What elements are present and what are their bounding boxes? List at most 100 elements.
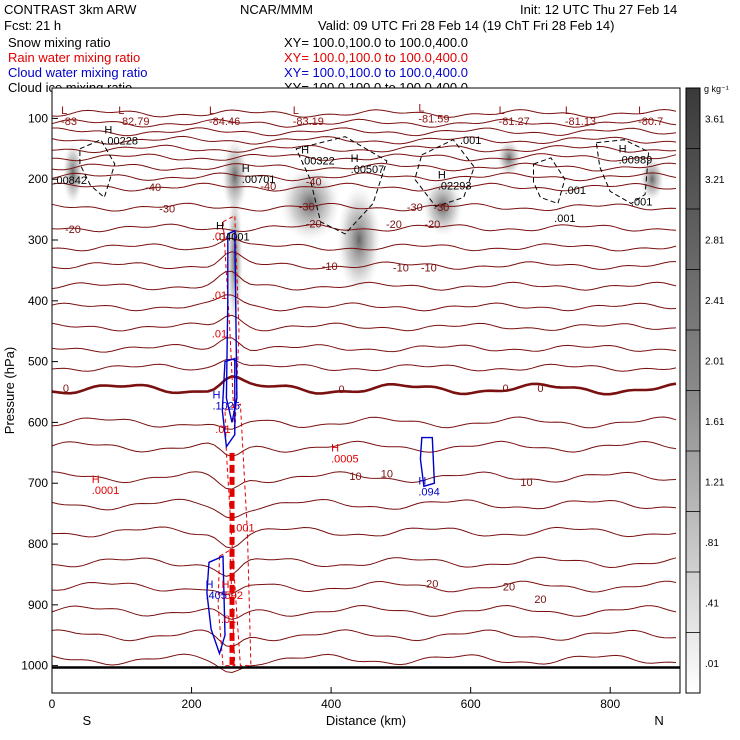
north-label: N [654, 713, 663, 728]
extremum-value-14: .00842 [53, 175, 87, 187]
isotherm-line-1 [51, 118, 677, 128]
isotherm-line-20 [51, 440, 677, 458]
left-title: CONTRAST 3km ARW [4, 2, 137, 17]
extremum-value-11: .00701 [242, 174, 276, 186]
isotherm-line-25 [51, 580, 677, 595]
rain-label-4: .001 [233, 522, 254, 534]
cloud-ice-label-3: .001 [631, 196, 652, 208]
cloud-water-contour-2 [206, 555, 226, 656]
extremum-value-17: .0005 [331, 454, 359, 466]
isotherm-line-8 [51, 182, 677, 192]
y-tick-label-9: 1000 [21, 659, 48, 673]
y-axis-label: Pressure (hPa) [2, 347, 17, 434]
extremum-letter-21: H [222, 579, 230, 591]
extremum-value-19: .094 [418, 486, 439, 498]
cloud-ice-contour-4 [595, 139, 650, 205]
x-tick-label-2: 400 [321, 697, 341, 711]
isotherm-label-7: -20 [65, 224, 81, 236]
snow-shade-3 [280, 165, 341, 242]
legend-cloudwater-label: Cloud water mixing ratio [8, 65, 148, 80]
isotherm-label-14: 0 [63, 383, 69, 395]
cloud-ice-contour-2 [414, 139, 475, 208]
cloud-ice-label-0: .001 [460, 135, 481, 147]
isotherm-label-22: 20 [426, 579, 438, 591]
colorbar-tick-label-0: 3.61 [705, 114, 725, 125]
isotherm-line-26 [51, 604, 677, 621]
isotherm-line-21 [51, 471, 677, 490]
extremum-letter-5: L [499, 105, 505, 117]
legend-cloudwater-xy: XY= 100.0,100.0 to 100.0,400.0 [284, 65, 468, 80]
extremum-value-15: .04001 [216, 232, 250, 244]
y-tick-label-1: 200 [28, 172, 48, 186]
forecast-hour: Fcst: 21 h [4, 18, 62, 33]
isotherm-line-23 [51, 526, 677, 549]
extremum-value-9: .00322 [301, 156, 335, 168]
isotherm-label-23: 20 [534, 594, 546, 606]
rain-label-5: .01 [221, 614, 236, 626]
extremum-letter-15: H [216, 221, 224, 233]
isotherm-line-19 [51, 416, 677, 430]
rain-label-1: .01 [212, 290, 227, 302]
extremum-letter-11: H [242, 163, 250, 175]
isotherm-line-7 [51, 172, 677, 182]
snow-shade-1 [221, 138, 248, 215]
extremum-letter-12: H [438, 170, 446, 182]
isotherm-label-16: 0 [502, 383, 508, 395]
extremum-letter-20: H [206, 579, 214, 591]
isotherm-line-15 [51, 314, 677, 332]
isotherm-line-18 [51, 374, 677, 396]
y-tick-label-6: 700 [28, 476, 48, 490]
isotherm-line-4 [51, 144, 677, 154]
isotherm-label-20: 10 [520, 477, 532, 489]
extremum-letter-10: H [351, 153, 359, 165]
isotherm-label-19: 10 [381, 468, 393, 480]
extremum-letter-3: L [293, 105, 299, 117]
y-tick-label-5: 600 [28, 415, 48, 429]
extremum-value-13: .00989 [619, 154, 653, 166]
extremum-value-1: -82.79 [118, 116, 149, 128]
cloud-ice-label-1: .001 [565, 185, 586, 197]
center-title: NCAR/MMM [240, 2, 313, 17]
colorbar-tick-label-5: 1.61 [705, 417, 725, 428]
cloud-ice-contour-3 [533, 157, 566, 205]
extremum-letter-8: H [104, 125, 112, 137]
snow-shade-6 [497, 139, 522, 176]
colorbar-tick-label-6: 1.21 [705, 477, 725, 488]
colorbar-tick-label-4: 2.01 [705, 356, 725, 367]
isotherm-label-21: 20 [503, 582, 515, 594]
extremum-value-20: .405 [206, 590, 227, 602]
isotherm-line-12 [51, 251, 677, 270]
isotherm-label-15: 0 [339, 384, 345, 396]
label-layer: -40 -40-40-30 -30 -30 -30-20 -20 -20 -20-10 -10-… [53, 103, 663, 626]
extremum-letter-4: L [418, 103, 424, 115]
y-tick-label-4: 500 [28, 355, 48, 369]
isotherm-line-11 [51, 237, 677, 252]
rain-contour-1 [224, 403, 252, 667]
extremum-value-16: .1025 [212, 401, 240, 413]
y-tick-label-0: 100 [28, 111, 48, 125]
isotherm-line-14 [51, 294, 677, 312]
isotherm-label-2: -40 [260, 181, 276, 193]
extremum-value-7: -80.7 [638, 116, 663, 128]
isotherm-label-0: -40 [145, 182, 161, 194]
rain-label-0: .01 [212, 231, 227, 243]
extremum-letter-16: H [212, 390, 220, 402]
rain-label-3: .01 [215, 424, 230, 436]
cloud-ice-contour-0 [79, 139, 116, 199]
isotherm-label-1: -40 [306, 177, 322, 189]
isotherm-line-13 [51, 270, 677, 291]
colorbar: 3.61 3.21 2.81 2.41 2.01 1.61 1.21 .81 .41 .01 g k… [685, 84, 729, 694]
rain-label-2: .01 [212, 328, 227, 340]
cloud-ice-contour-1 [295, 136, 388, 235]
x-tick-label-0: 0 [49, 697, 56, 711]
cloud-water-contour-0 [225, 229, 238, 423]
extremum-letter-13: H [619, 143, 627, 155]
extremum-value-2: -84.46 [209, 116, 240, 128]
isotherm-line-5 [51, 153, 677, 162]
extremum-value-0: -83 [61, 116, 77, 128]
south-label: S [83, 713, 92, 728]
isotherm-label-13: -10 [421, 262, 437, 274]
isotherm-line-10 [51, 223, 677, 233]
isotherm-label-18: 10 [349, 471, 361, 483]
